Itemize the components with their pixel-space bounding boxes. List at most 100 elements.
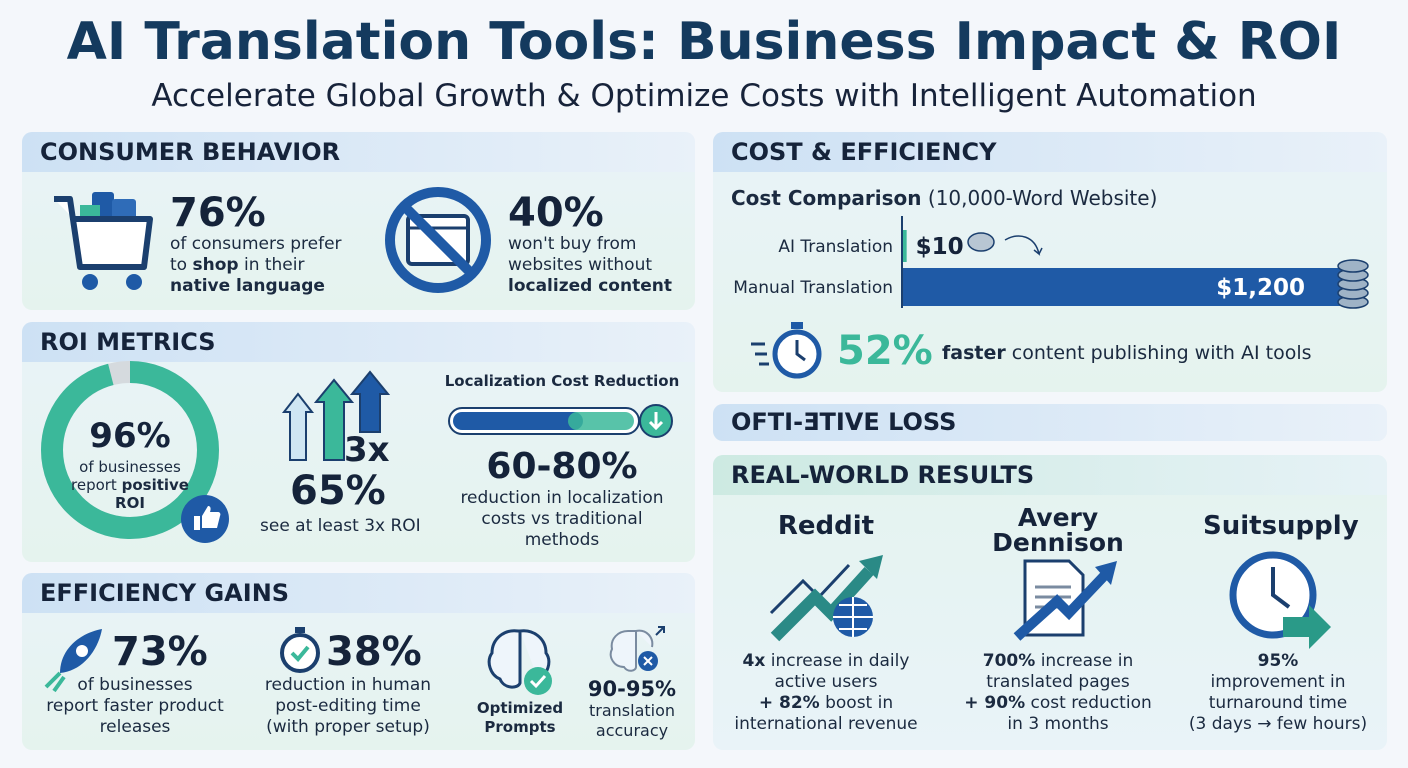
garbled-panel: OFTI-ƎTIVE LOSS bbox=[713, 404, 1387, 441]
text-line: Dennison bbox=[992, 528, 1124, 557]
text: shop bbox=[192, 255, 239, 275]
text: content publishing with AI tools bbox=[1011, 342, 1312, 364]
title: AI Translation Tools: Business Impact & … bbox=[66, 12, 1342, 72]
efficiency-panel: EFFICIENCY GAINS 73% of businesses report… bbox=[22, 573, 695, 750]
label: Optimized Prompts bbox=[470, 699, 570, 737]
text: (10,000-Word Website) bbox=[927, 186, 1158, 210]
text-line: accuracy bbox=[595, 721, 669, 740]
text: localized content bbox=[508, 276, 672, 296]
donut-chart bbox=[41, 361, 219, 539]
arrows-icon bbox=[281, 370, 391, 461]
text: Cost Comparison bbox=[731, 186, 922, 210]
panel-heading: EFFICIENCY GAINS bbox=[22, 573, 695, 613]
panel-heading: ROI METRICS bbox=[22, 322, 695, 362]
case-text: 4x increase in daily active users + 82% … bbox=[713, 651, 939, 735]
subtitle: Accelerate Global Growth & Optimize Cost… bbox=[151, 78, 1257, 114]
text: cost reduction bbox=[1030, 693, 1152, 713]
text-line: translated pages bbox=[986, 672, 1130, 692]
text-line: improvement in bbox=[1210, 672, 1346, 692]
panel-heading: REAL-WORLD RESULTS bbox=[713, 455, 1387, 495]
brain-icon bbox=[487, 629, 552, 695]
bar bbox=[903, 268, 1341, 306]
text: faster bbox=[942, 342, 1006, 364]
stat-value: 40% bbox=[508, 190, 604, 236]
stopwatch-icon bbox=[280, 627, 320, 673]
text: native language bbox=[170, 276, 325, 296]
text-line: websites without bbox=[508, 255, 653, 275]
text: to bbox=[170, 255, 188, 275]
bar-chart: AI Translation $10 Manual Translation $1,20… bbox=[733, 216, 1369, 309]
stopwatch-icon bbox=[751, 322, 822, 379]
text-line: Optimized bbox=[476, 699, 564, 717]
text-line: costs vs traditional bbox=[481, 509, 643, 529]
stat-text: reduction in localization costs vs tradi… bbox=[440, 488, 684, 551]
text-line: of consumers prefer bbox=[170, 234, 342, 254]
coin-icon bbox=[1337, 259, 1369, 273]
text-line: in 3 months bbox=[1007, 714, 1109, 734]
case-text: 95% improvement in turnaround time (3 da… bbox=[1175, 651, 1381, 735]
text-line: methods bbox=[524, 530, 600, 550]
document-icon bbox=[1013, 559, 1117, 641]
stat-value: 38% bbox=[326, 629, 422, 675]
stat-value: 76% bbox=[170, 190, 266, 236]
coin-icon bbox=[967, 232, 995, 252]
panel-heading: COST & EFFICIENCY bbox=[713, 132, 1387, 172]
value-label: $10 bbox=[916, 234, 964, 260]
arrow-icon bbox=[1004, 235, 1043, 256]
stat-value: 90-95% bbox=[587, 677, 677, 701]
badge: 3x bbox=[344, 430, 390, 470]
stat-value: 60-80% bbox=[486, 446, 638, 487]
text-line: translation bbox=[588, 701, 676, 720]
text-line: report faster product bbox=[46, 696, 224, 716]
case-name: Suitsupply bbox=[1203, 511, 1359, 541]
text-line: of businesses bbox=[77, 675, 193, 695]
stat-text: see at least 3x ROI bbox=[260, 516, 421, 536]
stat-text: reduction in human post-editing time (with… bbox=[248, 675, 448, 738]
text: report bbox=[71, 476, 117, 494]
results-panel: REAL-WORLD RESULTS Reddit Avery Dennison … bbox=[713, 455, 1387, 750]
text-line: turnaround time bbox=[1208, 693, 1348, 713]
growth-icon bbox=[769, 555, 883, 642]
no-sign-icon bbox=[385, 187, 491, 293]
clock-icon bbox=[1229, 551, 1331, 649]
consumer-panel: CONSUMER BEHAVIOR 76% of consumers prefe… bbox=[22, 132, 695, 310]
cart-icon bbox=[54, 192, 153, 290]
text: ROI bbox=[115, 494, 145, 512]
value-label: $1,200 bbox=[1216, 275, 1305, 301]
text-line: releases bbox=[99, 717, 171, 737]
bar bbox=[903, 230, 907, 262]
text-line: reduction in localization bbox=[460, 488, 664, 508]
case-name: Reddit bbox=[777, 511, 875, 541]
text: boost in bbox=[825, 693, 894, 713]
text: 700% bbox=[982, 651, 1036, 671]
text: 4x bbox=[742, 651, 766, 671]
text: increase in bbox=[1040, 651, 1134, 671]
progress-icon bbox=[448, 404, 673, 438]
stat-text: won't buy from websites without localize… bbox=[508, 234, 672, 297]
text-line: Avery bbox=[1017, 503, 1099, 532]
donut-arc bbox=[41, 361, 219, 539]
stat-value: 65% bbox=[290, 468, 386, 514]
panel-heading: CONSUMER BEHAVIOR bbox=[22, 132, 695, 172]
category-label: Manual Translation bbox=[733, 278, 893, 298]
stat-text: of consumers prefer to shop in their nat… bbox=[170, 234, 342, 297]
stat-value: 52% bbox=[837, 328, 933, 374]
text: + 82% bbox=[758, 693, 820, 713]
text: increase in daily bbox=[770, 651, 910, 671]
text-line: active users bbox=[774, 672, 878, 692]
case-text: 700% increase in translated pages + 90% … bbox=[949, 651, 1167, 735]
text-line: of businesses bbox=[79, 458, 181, 476]
text-line: (3 days → few hours) bbox=[1188, 714, 1368, 734]
stat-text: translation accuracy bbox=[582, 701, 682, 741]
chart-title: Cost Comparison (10,000-Word Website) bbox=[731, 186, 1157, 210]
text: 95% bbox=[1257, 651, 1299, 671]
text-line: reduction in human bbox=[264, 675, 432, 695]
text-line: international revenue bbox=[734, 714, 918, 734]
roi-panel: ROI METRICS 96% of businesses report pos… bbox=[22, 322, 695, 562]
donut-text: of businesses report positive ROI bbox=[62, 458, 198, 512]
stat-text: faster content publishing with AI tools bbox=[942, 342, 1312, 364]
donut-label: 96% bbox=[89, 416, 171, 456]
stat-text: of businesses report faster product releas… bbox=[30, 675, 240, 738]
cost-panel: COST & EFFICIENCY Cost Comparison (10,00… bbox=[713, 132, 1387, 392]
